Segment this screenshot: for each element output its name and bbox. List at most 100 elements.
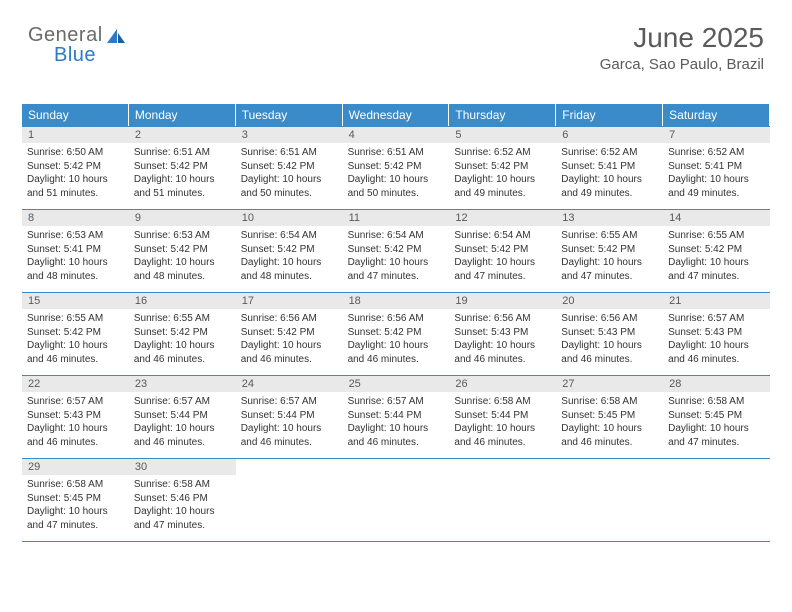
logo-sail-icon [105, 27, 127, 45]
sunrise-line: Sunrise: 6:55 AM [134, 312, 231, 326]
calendar-cell: 23Sunrise: 6:57 AMSunset: 5:44 PMDayligh… [129, 376, 236, 458]
sunrise-line: Sunrise: 6:56 AM [348, 312, 445, 326]
daylight-line: Daylight: 10 hours and 49 minutes. [454, 173, 551, 200]
day-number: 5 [449, 127, 556, 143]
sunrise-line: Sunrise: 6:51 AM [348, 146, 445, 160]
sunset-line: Sunset: 5:42 PM [134, 160, 231, 174]
daylight-line: Daylight: 10 hours and 49 minutes. [561, 173, 658, 200]
day-header: Monday [129, 104, 236, 126]
day-header: Friday [556, 104, 663, 126]
day-number: 8 [22, 210, 129, 226]
daylight-line: Daylight: 10 hours and 49 minutes. [668, 173, 765, 200]
day-body: Sunrise: 6:58 AMSunset: 5:44 PMDaylight:… [449, 392, 556, 455]
calendar-cell: 7Sunrise: 6:52 AMSunset: 5:41 PMDaylight… [663, 127, 770, 209]
sunrise-line: Sunrise: 6:54 AM [241, 229, 338, 243]
day-body: Sunrise: 6:52 AMSunset: 5:41 PMDaylight:… [556, 143, 663, 206]
sunset-line: Sunset: 5:42 PM [454, 160, 551, 174]
title-block: June 2025 Garca, Sao Paulo, Brazil [600, 22, 764, 73]
sunrise-line: Sunrise: 6:54 AM [454, 229, 551, 243]
calendar-cell [663, 459, 770, 541]
sunrise-line: Sunrise: 6:57 AM [134, 395, 231, 409]
calendar-cell: 5 Sunrise: 6:52 AMSunset: 5:42 PMDaylight… [449, 127, 556, 209]
day-header: Saturday [663, 104, 770, 126]
sunrise-line: Sunrise: 6:52 AM [454, 146, 551, 160]
day-number: 4 [343, 127, 450, 143]
daylight-line: Daylight: 10 hours and 47 minutes. [348, 256, 445, 283]
day-body: Sunrise: 6:52 AMSunset: 5:41 PMDaylight:… [663, 143, 770, 206]
calendar-cell: 16Sunrise: 6:55 AMSunset: 5:42 PMDayligh… [129, 293, 236, 375]
sunset-line: Sunset: 5:43 PM [561, 326, 658, 340]
sunrise-line: Sunrise: 6:54 AM [348, 229, 445, 243]
day-body: Sunrise: 6:57 AMSunset: 5:43 PMDaylight:… [22, 392, 129, 455]
day-header: Thursday [449, 104, 556, 126]
daylight-line: Daylight: 10 hours and 47 minutes. [27, 505, 124, 532]
day-number: 18 [343, 293, 450, 309]
daylight-line: Daylight: 10 hours and 48 minutes. [134, 256, 231, 283]
calendar-cell: 21Sunrise: 6:57 AMSunset: 5:43 PMDayligh… [663, 293, 770, 375]
sunset-line: Sunset: 5:43 PM [454, 326, 551, 340]
sunset-line: Sunset: 5:42 PM [134, 243, 231, 257]
day-header: Wednesday [343, 104, 450, 126]
sunset-line: Sunset: 5:42 PM [134, 326, 231, 340]
sunrise-line: Sunrise: 6:52 AM [668, 146, 765, 160]
day-number: 25 [343, 376, 450, 392]
day-number: 24 [236, 376, 343, 392]
day-body: Sunrise: 6:55 AMSunset: 5:42 PMDaylight:… [129, 309, 236, 372]
sunrise-line: Sunrise: 6:58 AM [668, 395, 765, 409]
sunrise-line: Sunrise: 6:55 AM [668, 229, 765, 243]
sunset-line: Sunset: 5:42 PM [241, 326, 338, 340]
day-body: Sunrise: 6:58 AMSunset: 5:46 PMDaylight:… [129, 475, 236, 538]
sunset-line: Sunset: 5:45 PM [27, 492, 124, 506]
sunrise-line: Sunrise: 6:52 AM [561, 146, 658, 160]
day-body: Sunrise: 6:51 AMSunset: 5:42 PMDaylight:… [129, 143, 236, 206]
daylight-line: Daylight: 10 hours and 50 minutes. [241, 173, 338, 200]
sunset-line: Sunset: 5:42 PM [241, 243, 338, 257]
sunset-line: Sunset: 5:46 PM [134, 492, 231, 506]
day-body: Sunrise: 6:55 AMSunset: 5:42 PMDaylight:… [556, 226, 663, 289]
calendar-cell [343, 459, 450, 541]
calendar-cell: 17Sunrise: 6:56 AMSunset: 5:42 PMDayligh… [236, 293, 343, 375]
sunrise-line: Sunrise: 6:57 AM [27, 395, 124, 409]
sunrise-line: Sunrise: 6:53 AM [27, 229, 124, 243]
sunrise-line: Sunrise: 6:56 AM [454, 312, 551, 326]
day-number: 28 [663, 376, 770, 392]
day-body: Sunrise: 6:51 AMSunset: 5:42 PMDaylight:… [343, 143, 450, 206]
sunset-line: Sunset: 5:42 PM [241, 160, 338, 174]
logo-text-blue: Blue [54, 44, 96, 67]
sunrise-line: Sunrise: 6:58 AM [134, 478, 231, 492]
day-body: Sunrise: 6:54 AMSunset: 5:42 PMDaylight:… [343, 226, 450, 289]
day-body: Sunrise: 6:57 AMSunset: 5:43 PMDaylight:… [663, 309, 770, 372]
sunrise-line: Sunrise: 6:51 AM [241, 146, 338, 160]
day-body: Sunrise: 6:58 AMSunset: 5:45 PMDaylight:… [663, 392, 770, 455]
day-number: 26 [449, 376, 556, 392]
calendar-cell: 10Sunrise: 6:54 AMSunset: 5:42 PMDayligh… [236, 210, 343, 292]
sunset-line: Sunset: 5:42 PM [561, 243, 658, 257]
daylight-line: Daylight: 10 hours and 46 minutes. [561, 422, 658, 449]
calendar-cell: 18Sunrise: 6:56 AMSunset: 5:42 PMDayligh… [343, 293, 450, 375]
sunset-line: Sunset: 5:41 PM [668, 160, 765, 174]
calendar-cell: 30Sunrise: 6:58 AMSunset: 5:46 PMDayligh… [129, 459, 236, 541]
calendar-grid: SundayMondayTuesdayWednesdayThursdayFrid… [22, 104, 770, 542]
daylight-line: Daylight: 10 hours and 51 minutes. [27, 173, 124, 200]
calendar-cell: 2Sunrise: 6:51 AMSunset: 5:42 PMDaylight… [129, 127, 236, 209]
daylight-line: Daylight: 10 hours and 47 minutes. [668, 422, 765, 449]
sunset-line: Sunset: 5:45 PM [668, 409, 765, 423]
calendar-cell: 24Sunrise: 6:57 AMSunset: 5:44 PMDayligh… [236, 376, 343, 458]
title-month: June 2025 [600, 22, 764, 54]
daylight-line: Daylight: 10 hours and 46 minutes. [27, 422, 124, 449]
daylight-line: Daylight: 10 hours and 46 minutes. [348, 422, 445, 449]
daylight-line: Daylight: 10 hours and 47 minutes. [561, 256, 658, 283]
calendar-cell [236, 459, 343, 541]
day-header: Sunday [22, 104, 129, 126]
calendar-cell: 3Sunrise: 6:51 AMSunset: 5:42 PMDaylight… [236, 127, 343, 209]
sunrise-line: Sunrise: 6:56 AM [241, 312, 338, 326]
calendar-cell [449, 459, 556, 541]
calendar-cell: 8Sunrise: 6:53 AMSunset: 5:41 PMDaylight… [22, 210, 129, 292]
calendar-cell: 20Sunrise: 6:56 AMSunset: 5:43 PMDayligh… [556, 293, 663, 375]
day-body: Sunrise: 6:57 AMSunset: 5:44 PMDaylight:… [343, 392, 450, 455]
day-number: 14 [663, 210, 770, 226]
sunset-line: Sunset: 5:42 PM [454, 243, 551, 257]
day-number: 7 [663, 127, 770, 143]
day-number: 21 [663, 293, 770, 309]
day-body: Sunrise: 6:50 AMSunset: 5:42 PMDaylight:… [22, 143, 129, 206]
